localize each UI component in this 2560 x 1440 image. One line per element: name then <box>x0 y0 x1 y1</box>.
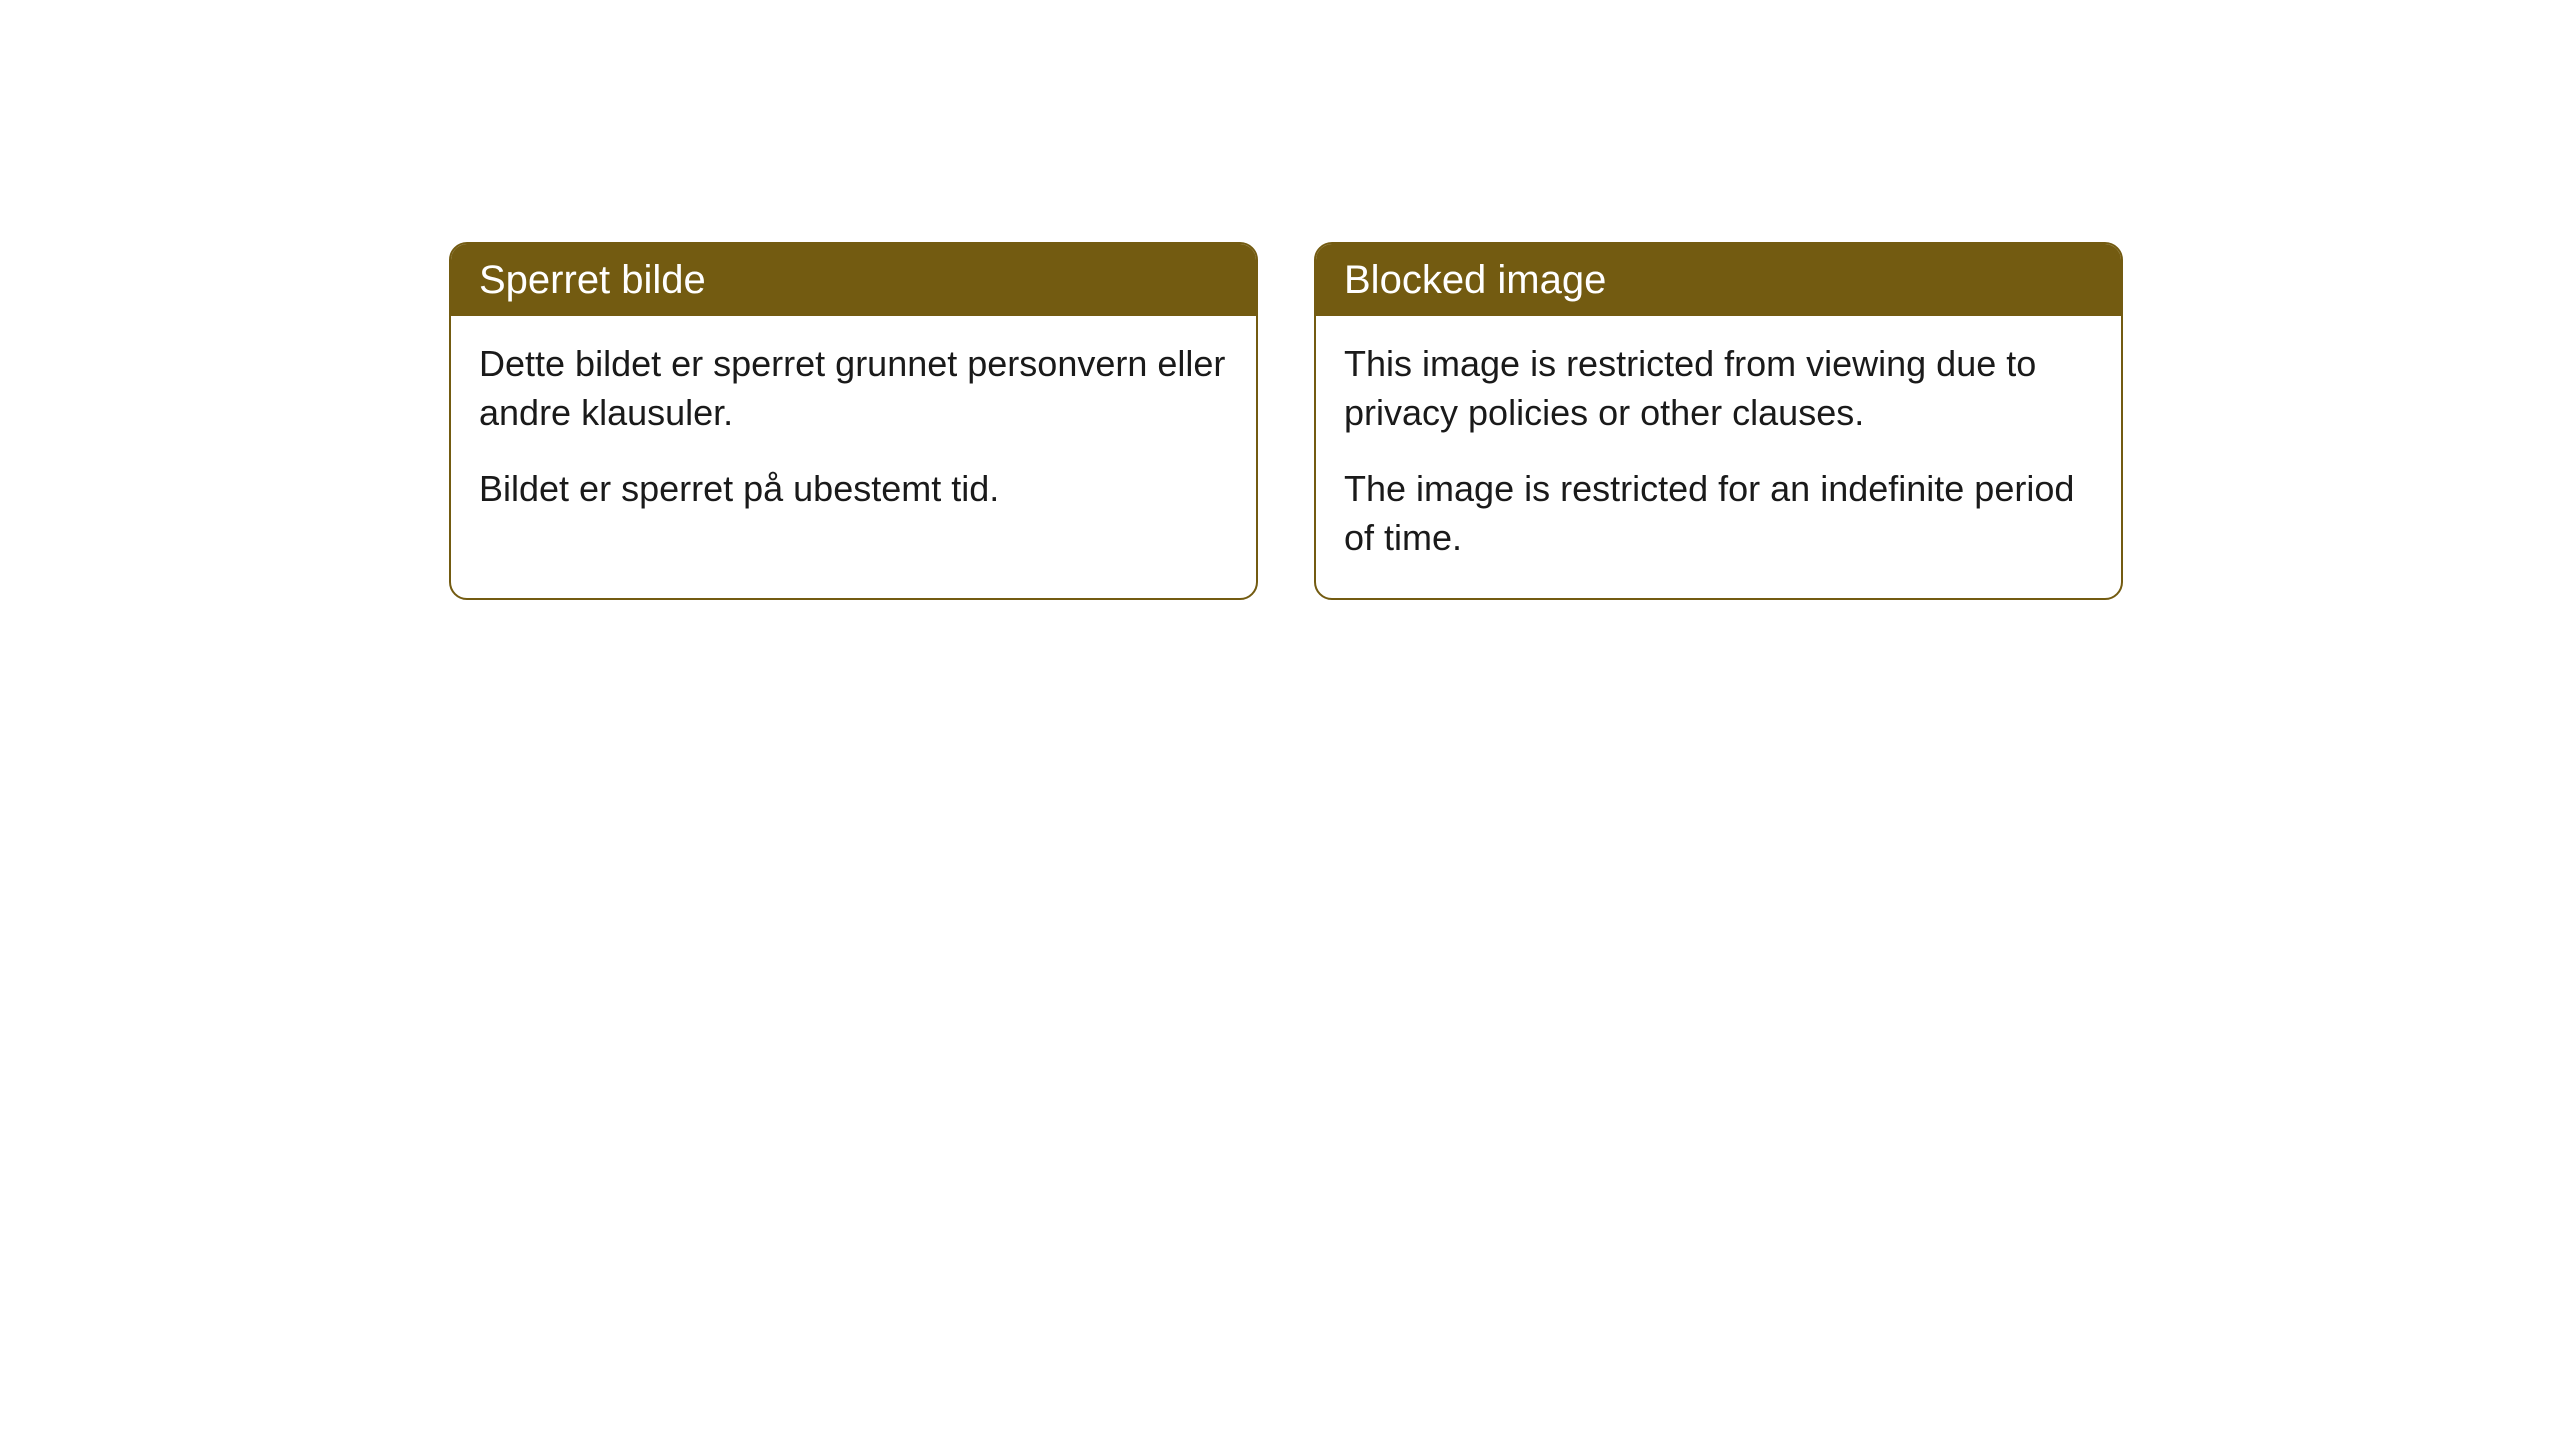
card-body-norwegian: Dette bildet er sperret grunnet personve… <box>451 316 1256 550</box>
card-title: Sperret bilde <box>479 258 706 302</box>
blocked-image-card-norwegian: Sperret bilde Dette bildet er sperret gr… <box>449 242 1258 600</box>
card-paragraph-1: This image is restricted from viewing du… <box>1344 340 2093 437</box>
card-header-english: Blocked image <box>1316 244 2121 316</box>
card-paragraph-2: The image is restricted for an indefinit… <box>1344 465 2093 562</box>
card-header-norwegian: Sperret bilde <box>451 244 1256 316</box>
notice-container: Sperret bilde Dette bildet er sperret gr… <box>0 0 2560 600</box>
card-body-english: This image is restricted from viewing du… <box>1316 316 2121 598</box>
card-title: Blocked image <box>1344 258 1606 302</box>
card-paragraph-2: Bildet er sperret på ubestemt tid. <box>479 465 1228 514</box>
card-paragraph-1: Dette bildet er sperret grunnet personve… <box>479 340 1228 437</box>
blocked-image-card-english: Blocked image This image is restricted f… <box>1314 242 2123 600</box>
